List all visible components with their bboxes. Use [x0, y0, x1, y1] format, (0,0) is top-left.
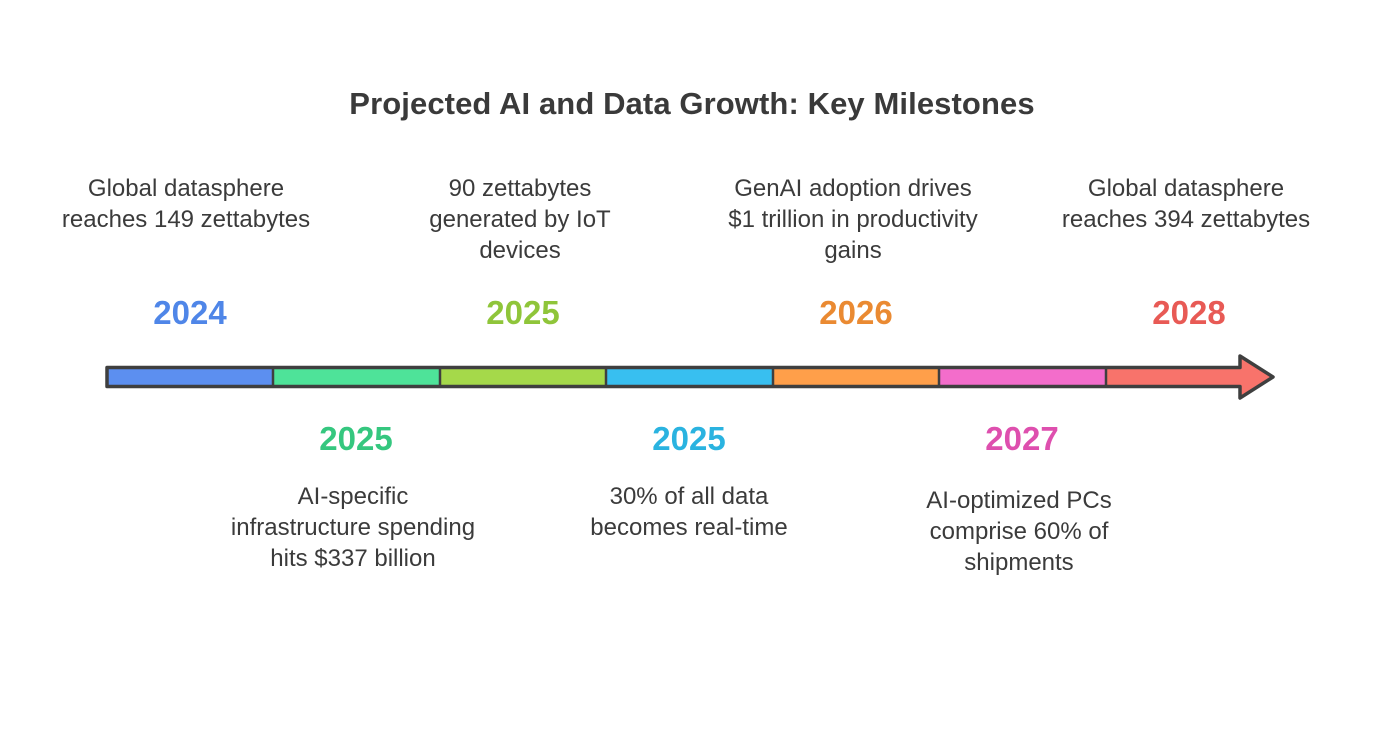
milestone-1-text: Global datasphere reaches 149 zettabytes — [61, 175, 311, 233]
timeline-segment-1 — [107, 367, 273, 387]
timeline-segment-6 — [939, 367, 1106, 387]
milestone-7-text: Global datasphere reaches 394 zettabytes — [1061, 175, 1311, 233]
timeline-segment-2 — [273, 367, 440, 387]
milestone-5-year: 2026 — [819, 294, 893, 331]
milestone-2-text: AI-specific infrastructure spending hits… — [230, 483, 476, 572]
milestone-2-year: 2025 — [319, 420, 393, 457]
timeline-segment-3 — [440, 367, 606, 387]
milestone-4-year: 2025 — [652, 420, 726, 457]
milestone-6-year: 2027 — [985, 420, 1059, 457]
timeline-segment-5 — [773, 367, 939, 387]
milestone-4-text: 30% of all data becomes real-time — [590, 483, 788, 541]
milestone-6-text: AI-optimized PCs comprise 60% of shipmen… — [926, 487, 1112, 576]
milestone-1-year: 2024 — [153, 294, 227, 331]
timeline-segment-4 — [606, 367, 773, 387]
milestone-3-year: 2025 — [486, 294, 560, 331]
milestone-3-text: 90 zettabytes generated by IoT devices — [429, 175, 611, 264]
page-title: Projected AI and Data Growth: Key Milest… — [349, 86, 1035, 121]
milestone-7-year: 2028 — [1152, 294, 1226, 331]
timeline-segment-7 — [1106, 356, 1273, 398]
milestone-5-text: GenAI adoption drives $1 trillion in pro… — [728, 175, 978, 264]
